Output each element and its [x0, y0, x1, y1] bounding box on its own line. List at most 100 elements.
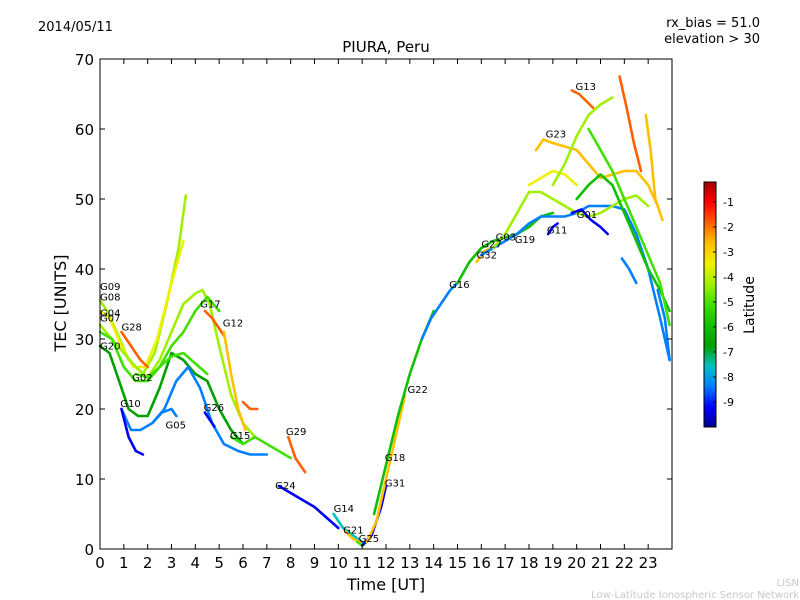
rx-bias-label: rx_bias = 51.0 [666, 16, 760, 31]
series-line-g23b [527, 169, 578, 187]
series-line-g14 [332, 512, 364, 544]
y-tick-label: 20 [75, 401, 94, 419]
colorbar-tick-label: -3 [723, 246, 734, 259]
satellite-label: G12 [223, 318, 243, 329]
y-tick-label: 60 [75, 121, 94, 139]
colorbar-tick-label: -5 [723, 296, 734, 309]
colorbar-tick-label: -8 [723, 371, 734, 384]
x-tick-label: 21 [591, 554, 610, 572]
x-tick-label: 22 [615, 554, 634, 572]
satellite-label: G25 [359, 534, 379, 545]
satellite-label: G15 [230, 431, 250, 442]
x-tick-label: 8 [286, 554, 296, 572]
satellite-label: G16 [449, 280, 469, 291]
series-line-g10 [120, 365, 269, 456]
satellite-label: G27 [481, 239, 501, 250]
x-tick-label: 20 [567, 554, 586, 572]
series-line-g23 [534, 138, 659, 208]
series-line-g05 [120, 407, 145, 456]
series-line-g10b [587, 127, 671, 327]
x-tick-label: 23 [639, 554, 658, 572]
x-tick-label: 19 [543, 554, 562, 572]
series-line-g28 [120, 330, 149, 369]
satellite-label: G10 [120, 399, 140, 410]
colorbar-tick-label: -1 [723, 196, 734, 209]
series-line-g02 [134, 351, 209, 379]
y-axis-label: TEC [UNITS] [51, 255, 70, 353]
colorbar-tick-label: -6 [723, 321, 734, 334]
y-tick-label: 70 [75, 51, 94, 69]
satellite-label: G01 [577, 210, 597, 221]
x-tick-label: 17 [496, 554, 515, 572]
y-tick-label: 30 [75, 331, 94, 349]
colorbar-tick-label: -2 [723, 221, 734, 234]
colorbar-label: Latitude [742, 276, 758, 334]
series-line-g19 [492, 190, 650, 250]
series-line-g27 [456, 211, 555, 285]
satellite-label: G24 [275, 481, 295, 492]
satellite-label: G29 [286, 427, 306, 438]
x-tick-label: 4 [191, 554, 201, 572]
colorbar-tick-label: -4 [723, 271, 734, 284]
series-line-g06 [618, 75, 643, 173]
satellite-label: G13 [575, 82, 595, 93]
chart-title: PIURA, Peru [342, 38, 429, 56]
series-line-g20 [98, 344, 245, 446]
x-tick-label: 16 [472, 554, 491, 572]
y-tick-label: 40 [75, 261, 94, 279]
satellite-label: G08 [100, 293, 120, 304]
series-line-g15 [229, 435, 292, 460]
series-line-g17 [203, 309, 226, 337]
satellite-label: G11 [547, 225, 567, 236]
x-tick-label: 2 [143, 554, 153, 572]
series-line-g13 [570, 89, 595, 110]
satellite-label: G19 [515, 235, 535, 246]
series-line-g16 [420, 281, 459, 341]
elevation-label: elevation > 30 [664, 32, 760, 47]
x-tick-label: 13 [400, 554, 419, 572]
satellite-label: G07 [100, 314, 120, 325]
satellite-label: G09 [100, 282, 120, 293]
colorbar-tick-label: -7 [723, 346, 734, 359]
x-tick-label: 5 [214, 554, 224, 572]
series-line-g01 [570, 208, 609, 236]
x-tick-label: 7 [262, 554, 272, 572]
series-line-g12b [656, 288, 671, 362]
x-tick-label: 9 [310, 554, 320, 572]
satellite-label: G31 [385, 479, 405, 490]
lisn-credit: LISN [777, 578, 799, 589]
series-line-g26 [203, 411, 216, 428]
x-tick-label: 18 [519, 554, 538, 572]
colorbar-bar [703, 181, 717, 428]
x-tick-label: 11 [353, 554, 372, 572]
series-line-g08 [98, 239, 185, 369]
satellite-label: G02 [132, 373, 152, 384]
series-line-g04 [98, 288, 257, 439]
x-tick-label: 0 [95, 554, 105, 572]
series-line-g26b [575, 173, 671, 313]
satellite-label: G23 [546, 129, 566, 140]
satellite-label: G28 [121, 323, 141, 334]
colorbar: -1 -2 -3 -4 -5 -6 -7 -8 -9 [703, 181, 734, 428]
x-tick-label: 14 [424, 554, 443, 572]
series-line-g13mid [241, 400, 259, 411]
x-tick-label: 15 [448, 554, 467, 572]
series-line-g11 [546, 222, 559, 236]
satellite-label: G17 [200, 300, 220, 311]
series-line-g29 [287, 435, 307, 474]
date-label: 2014/05/11 [38, 20, 113, 35]
series-line-g05b [151, 407, 178, 425]
satellite-label: G04 [100, 309, 120, 320]
satellite-label: G18 [385, 453, 405, 464]
x-tick-label: 1 [119, 554, 129, 572]
satellite-label: G03 [496, 232, 516, 243]
series-line-g03 [480, 204, 671, 362]
colorbar-tick-label: -9 [723, 396, 734, 409]
satellite-label: G21 [343, 526, 363, 537]
series-line-g13b [551, 96, 614, 187]
series-line-g30 [644, 113, 664, 222]
y-tick-label: 0 [84, 541, 94, 559]
satellite-label: G20 [100, 342, 120, 353]
x-axis-label: Time [UT] [346, 575, 425, 594]
